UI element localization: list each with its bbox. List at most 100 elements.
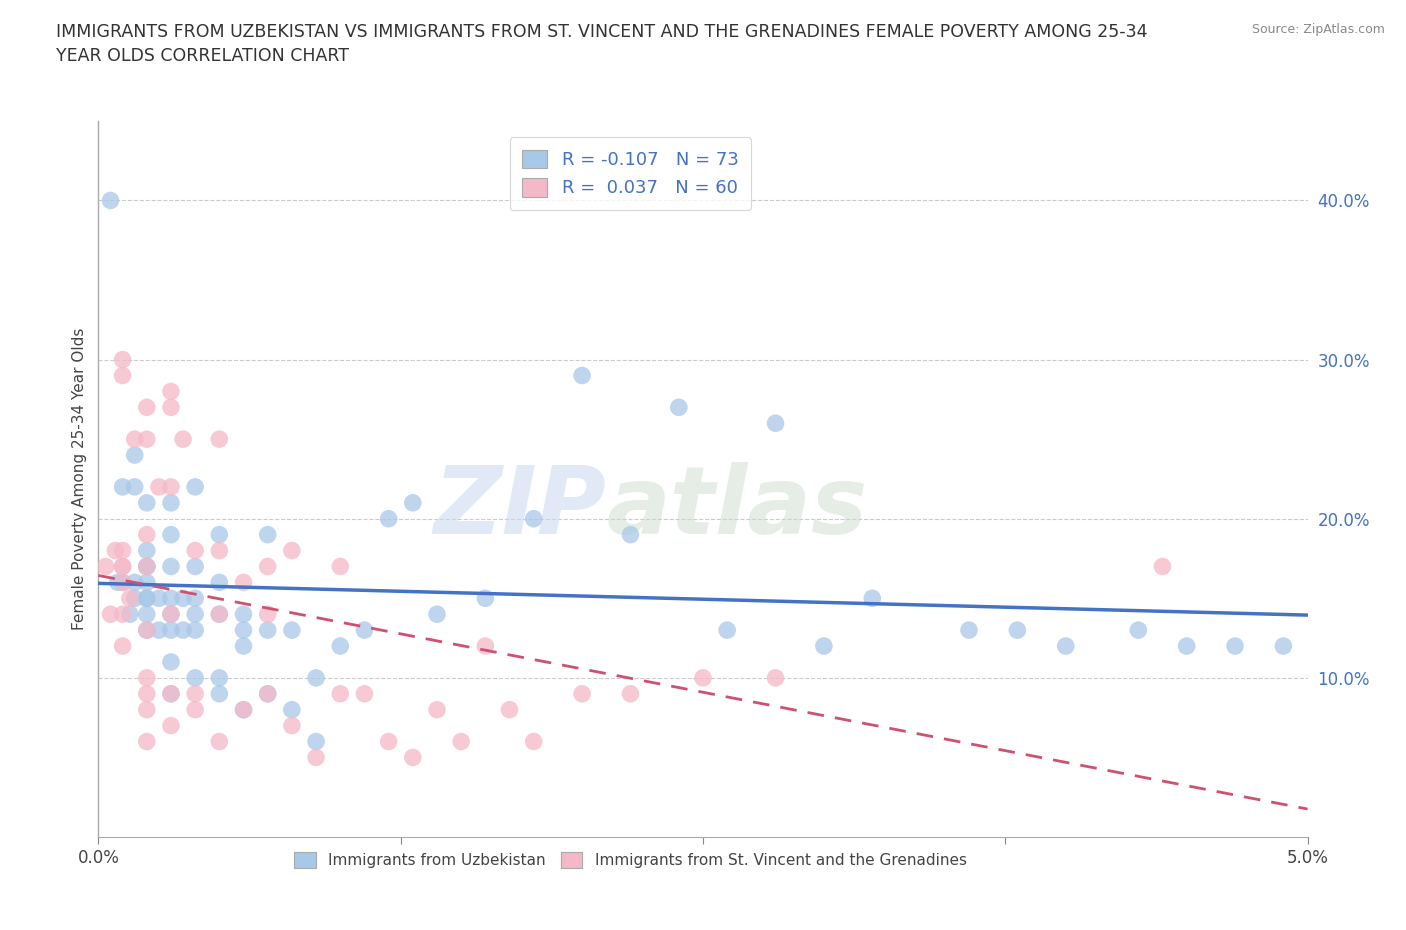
Point <box>353 686 375 701</box>
Point <box>135 543 157 558</box>
Y-axis label: Female Poverty Among 25-34 Year Olds: Female Poverty Among 25-34 Year Olds <box>72 327 87 631</box>
Point <box>619 686 641 701</box>
Point <box>184 480 207 495</box>
Point <box>160 384 183 399</box>
Point <box>160 718 183 733</box>
Point <box>668 400 690 415</box>
Point <box>94 559 117 574</box>
Point <box>100 606 122 621</box>
Point <box>160 559 183 574</box>
Point <box>135 686 157 701</box>
Point <box>256 559 278 574</box>
Point <box>135 623 157 638</box>
Point <box>135 591 157 605</box>
Point <box>111 368 134 383</box>
Point <box>232 702 254 717</box>
Point <box>135 496 157 511</box>
Point <box>172 432 194 446</box>
Point <box>571 686 593 701</box>
Point <box>474 591 496 605</box>
Point <box>160 591 183 605</box>
Point <box>184 543 207 558</box>
Point <box>281 623 304 638</box>
Point <box>184 559 207 574</box>
Point <box>208 686 231 701</box>
Point <box>111 352 134 367</box>
Point <box>160 623 183 638</box>
Point <box>232 623 254 638</box>
Point <box>111 639 134 654</box>
Point <box>281 543 304 558</box>
Point <box>765 671 787 685</box>
Point <box>281 702 304 717</box>
Point <box>124 575 146 590</box>
Point <box>160 686 183 701</box>
Point <box>256 686 278 701</box>
Point <box>111 575 134 590</box>
Point <box>692 671 714 685</box>
Point <box>281 718 304 733</box>
Point <box>1175 639 1198 654</box>
Text: IMMIGRANTS FROM UZBEKISTAN VS IMMIGRANTS FROM ST. VINCENT AND THE GRENADINES FEM: IMMIGRANTS FROM UZBEKISTAN VS IMMIGRANTS… <box>56 23 1147 65</box>
Point <box>716 623 738 638</box>
Point <box>135 734 157 749</box>
Point <box>135 591 157 605</box>
Point <box>860 591 883 605</box>
Point <box>208 734 231 749</box>
Point <box>135 606 157 621</box>
Point <box>124 447 146 462</box>
Point <box>208 606 231 621</box>
Point <box>184 591 207 605</box>
Point <box>232 575 254 590</box>
Point <box>571 368 593 383</box>
Point <box>232 639 254 654</box>
Point <box>184 702 207 717</box>
Point <box>208 432 231 446</box>
Point <box>118 606 141 621</box>
Point <box>1272 639 1295 654</box>
Point <box>135 400 157 415</box>
Point <box>305 671 328 685</box>
Point <box>256 686 278 701</box>
Legend: Immigrants from Uzbekistan, Immigrants from St. Vincent and the Grenadines: Immigrants from Uzbekistan, Immigrants f… <box>287 844 974 876</box>
Point <box>118 591 141 605</box>
Point <box>184 606 207 621</box>
Point <box>208 543 231 558</box>
Point <box>377 512 399 526</box>
Point <box>160 686 183 701</box>
Point <box>148 591 170 605</box>
Point <box>474 639 496 654</box>
Point <box>402 750 425 764</box>
Point <box>208 671 231 685</box>
Point <box>124 480 146 495</box>
Point <box>124 432 146 446</box>
Point <box>208 606 231 621</box>
Point <box>329 686 352 701</box>
Point <box>160 480 183 495</box>
Point <box>148 623 170 638</box>
Point <box>172 591 194 605</box>
Point <box>135 527 157 542</box>
Point <box>232 702 254 717</box>
Point <box>1007 623 1029 638</box>
Point <box>498 702 520 717</box>
Point <box>111 559 134 574</box>
Point <box>765 416 787 431</box>
Point <box>160 606 183 621</box>
Point <box>160 527 183 542</box>
Text: Source: ZipAtlas.com: Source: ZipAtlas.com <box>1251 23 1385 36</box>
Point <box>111 575 134 590</box>
Point <box>377 734 399 749</box>
Point <box>135 575 157 590</box>
Point <box>208 527 231 542</box>
Point <box>1054 639 1077 654</box>
Point <box>135 559 157 574</box>
Point <box>100 193 122 208</box>
Point <box>184 671 207 685</box>
Point <box>184 623 207 638</box>
Point <box>329 559 352 574</box>
Point <box>402 496 425 511</box>
Point <box>148 480 170 495</box>
Point <box>160 655 183 670</box>
Text: ZIP: ZIP <box>433 461 606 553</box>
